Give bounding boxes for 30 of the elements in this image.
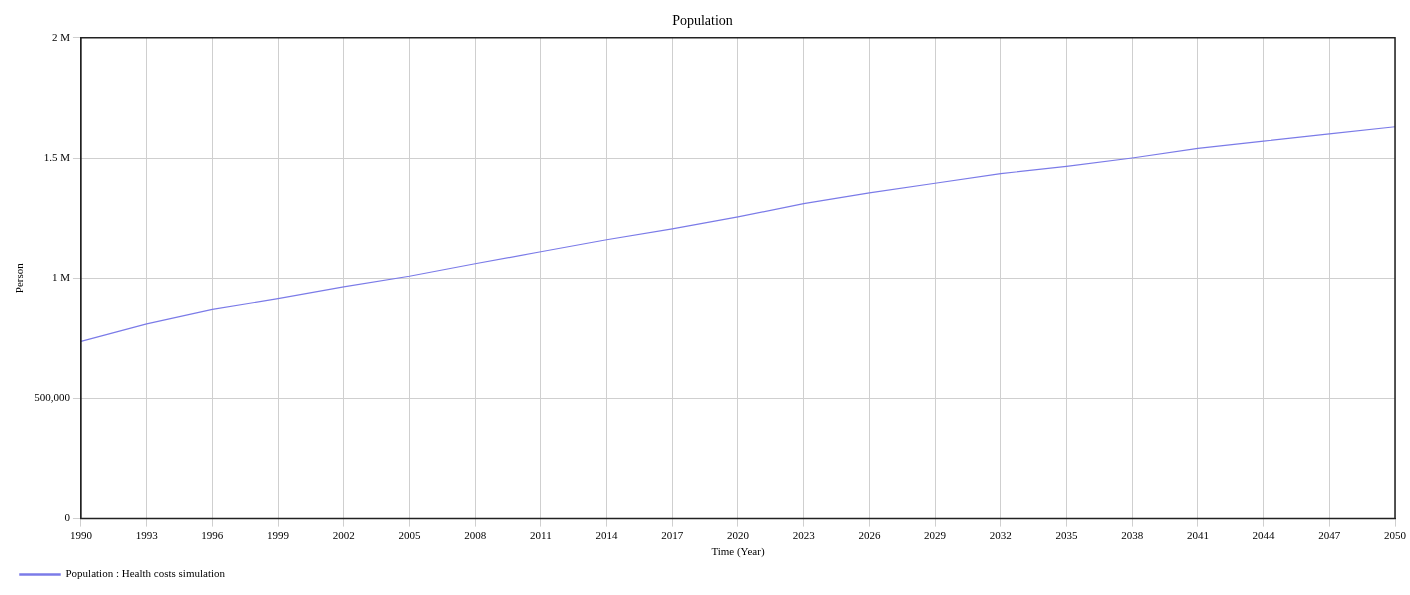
y-tick-label: 1.5 M bbox=[43, 150, 71, 163]
x-tick-label: 2029 bbox=[924, 529, 947, 542]
x-axis-title: Time (Year) bbox=[711, 545, 765, 559]
x-tick-label: 1990 bbox=[69, 529, 93, 542]
x-tick-label: 2008 bbox=[464, 529, 487, 542]
x-tick-label: 1999 bbox=[267, 529, 290, 542]
x-tick-label: 2020 bbox=[726, 529, 750, 542]
y-axis-title: Person bbox=[13, 262, 26, 294]
x-tick-label: 1996 bbox=[201, 529, 224, 542]
x-tick-label: 2038 bbox=[1121, 529, 1144, 542]
y-tick-label: 0 bbox=[64, 511, 71, 524]
y-tick-label: 1 M bbox=[51, 271, 71, 284]
x-tick-label: 2023 bbox=[792, 529, 816, 542]
x-tick-label: 2002 bbox=[332, 529, 355, 542]
x-tick-label: 2047 bbox=[1318, 529, 1341, 542]
legend-label: Population : Health costs simulation bbox=[65, 567, 226, 580]
x-tick-label: 2017 bbox=[661, 529, 684, 542]
x-tick-label: 2032 bbox=[989, 529, 1012, 542]
x-tick-label: 2014 bbox=[595, 529, 619, 542]
x-tick-label: 2041 bbox=[1186, 529, 1209, 542]
x-tick-label: 2026 bbox=[858, 529, 881, 542]
x-tick-label: 1993 bbox=[135, 529, 159, 542]
x-tick-label: 2035 bbox=[1055, 529, 1078, 542]
y-tick-label: 2 M bbox=[51, 30, 71, 43]
x-tick-label: 2044 bbox=[1252, 529, 1276, 542]
x-tick-label: 2050 bbox=[1384, 529, 1407, 542]
chart-title: Population bbox=[672, 13, 733, 29]
x-tick-label: 2011 bbox=[530, 529, 552, 542]
y-tick-label: 500,000 bbox=[34, 391, 71, 404]
x-tick-label: 2005 bbox=[398, 529, 421, 542]
